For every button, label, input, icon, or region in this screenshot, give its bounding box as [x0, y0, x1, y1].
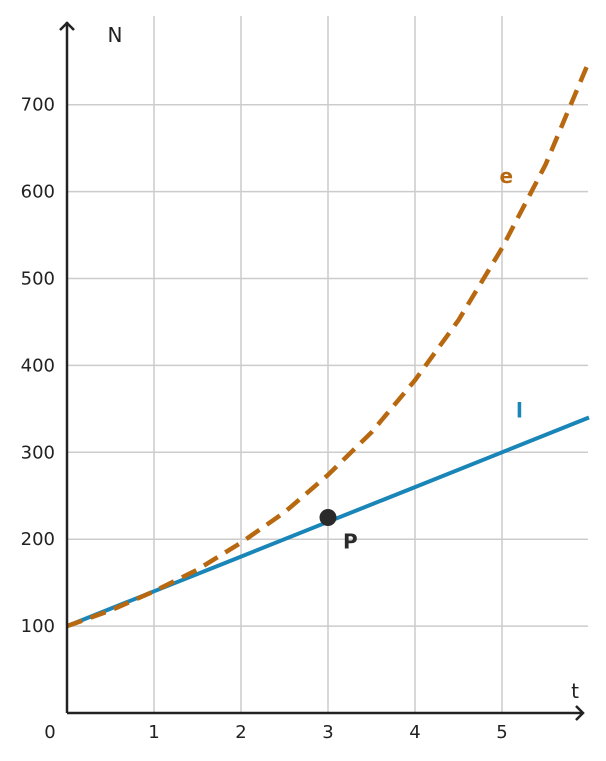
- grid: [67, 16, 588, 713]
- y-tick-label: 100: [21, 616, 55, 637]
- y-tick-label: 500: [21, 269, 55, 290]
- y-tick-label: 300: [21, 442, 55, 463]
- curve-label-e: e: [500, 164, 514, 188]
- origin-label: 0: [44, 722, 55, 743]
- x-axis-label: t: [571, 679, 579, 703]
- y-axis-arrow: [59, 21, 75, 31]
- tick-labels: 1 2 3 4 5 100 200 300 400 500 600 700: [21, 95, 508, 743]
- point-label-P: P: [343, 529, 358, 553]
- point-marker-P: [319, 508, 337, 526]
- curve-label-l: l: [516, 399, 523, 423]
- x-tick-label: 1: [148, 722, 159, 743]
- annotations-layer: el: [500, 164, 523, 423]
- axes: [59, 21, 585, 721]
- y-tick-label: 400: [21, 355, 55, 376]
- series-line-e: [66, 60, 592, 629]
- x-tick-label: 2: [235, 722, 246, 743]
- y-axis-label: N: [108, 23, 123, 47]
- y-tick-label: 700: [21, 95, 55, 116]
- x-tick-label: 3: [322, 722, 333, 743]
- y-tick-label: 600: [21, 182, 55, 203]
- x-axis-arrow: [575, 705, 585, 721]
- x-tick-label: 5: [496, 722, 507, 743]
- points-layer: P: [319, 508, 358, 553]
- x-tick-label: 4: [409, 722, 420, 743]
- y-tick-label: 200: [21, 529, 55, 550]
